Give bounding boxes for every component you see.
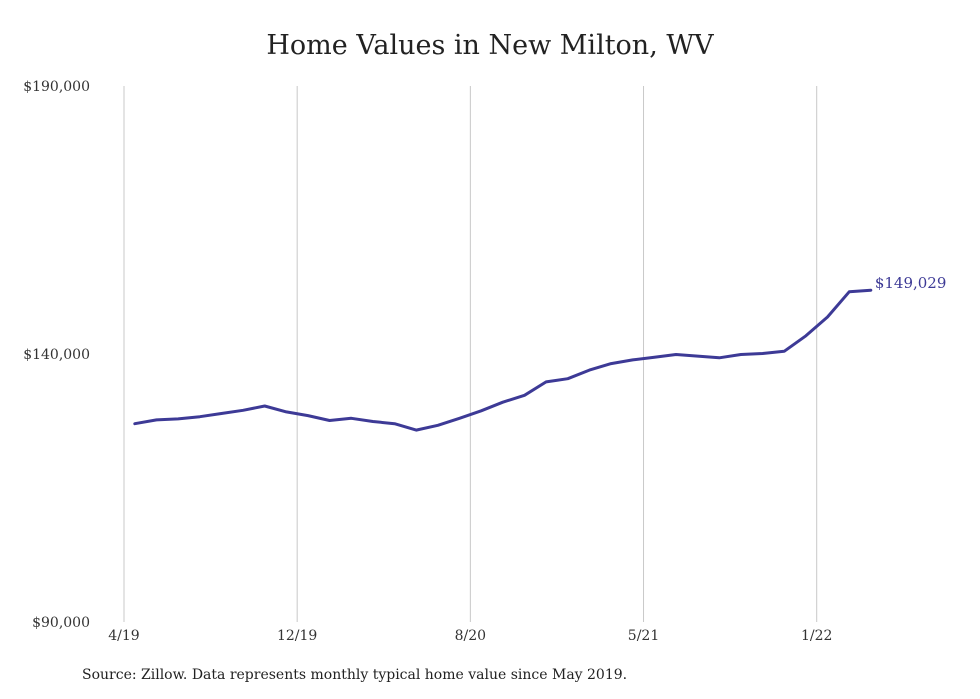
x-tick-label: 4/19 — [108, 628, 139, 644]
data-point — [351, 418, 352, 419]
y-tick-label: $140,000 — [23, 347, 90, 363]
y-tick-label: $90,000 — [32, 615, 90, 631]
data-point — [481, 410, 482, 411]
x-tick-label: 8/20 — [455, 628, 486, 644]
data-point — [740, 354, 741, 355]
data-point — [416, 430, 417, 431]
data-point — [264, 405, 265, 406]
end-value-label: $149,029 — [875, 274, 947, 292]
data-point — [676, 354, 677, 355]
y-tick-label: $190,000 — [23, 79, 90, 95]
data-point — [546, 381, 547, 382]
chart-title: Home Values in New Milton, WV — [266, 30, 714, 61]
data-point — [308, 415, 309, 416]
data-point — [870, 290, 871, 291]
data-point — [697, 356, 698, 357]
data-point — [654, 357, 655, 358]
data-point — [805, 335, 806, 336]
data-point — [394, 423, 395, 424]
data-point — [243, 410, 244, 411]
source-note: Source: Zillow. Data represents monthly … — [82, 667, 628, 683]
data-point — [784, 351, 785, 352]
data-point — [199, 416, 200, 417]
data-point — [827, 317, 828, 318]
series-line — [133, 288, 873, 432]
x-tick-label: 12/19 — [277, 628, 317, 644]
data-point — [849, 291, 850, 292]
data-point — [286, 411, 287, 412]
data-point — [178, 418, 179, 419]
x-tick-label: 1/22 — [801, 628, 832, 644]
data-point — [437, 425, 438, 426]
data-point — [762, 353, 763, 354]
data-point — [221, 413, 222, 414]
data-point — [134, 423, 135, 424]
data-point — [156, 419, 157, 420]
data-point — [589, 370, 590, 371]
data-point — [524, 395, 525, 396]
data-point — [632, 359, 633, 360]
x-tick-label: 5/21 — [628, 628, 659, 644]
data-point — [329, 420, 330, 421]
data-point — [611, 363, 612, 364]
data-point — [719, 357, 720, 358]
data-point — [459, 418, 460, 419]
data-point — [502, 402, 503, 403]
data-point — [372, 421, 373, 422]
data-point — [567, 378, 568, 379]
